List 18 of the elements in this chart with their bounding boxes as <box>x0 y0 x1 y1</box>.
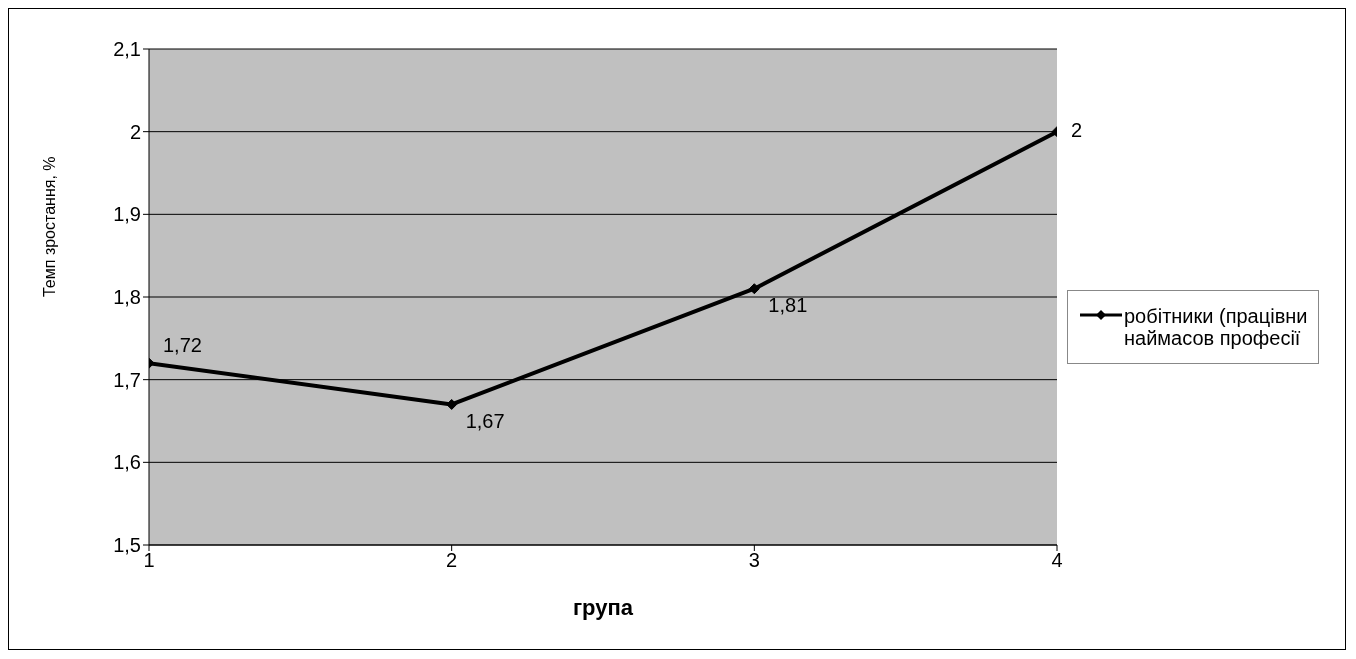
y-tick-label: 1,5 <box>113 534 141 557</box>
x-tick-label: 2 <box>446 549 458 572</box>
legend-label: робітники (працівни наймасов професії <box>1124 305 1308 349</box>
y-tick-label: 1,6 <box>113 451 141 474</box>
y-tick-label: 2 <box>129 120 141 143</box>
y-tick-label: 2,1 <box>113 38 141 61</box>
x-axis-title: група <box>572 595 634 620</box>
x-tick-label: 4 <box>1051 549 1063 572</box>
data-label: 2 <box>1071 118 1083 141</box>
x-tick-label: 3 <box>748 549 760 572</box>
y-tick-label: 1,8 <box>113 286 141 309</box>
data-label: 1,81 <box>768 294 808 317</box>
x-tick-label: 1 <box>143 549 155 572</box>
y-tick-label: 1,7 <box>113 368 141 391</box>
y-tick-label: 1,9 <box>113 203 141 226</box>
data-label: 1,72 <box>163 334 202 357</box>
y-axis-title: Темп зростання, % <box>40 156 58 297</box>
data-label: 1,67 <box>465 409 505 432</box>
